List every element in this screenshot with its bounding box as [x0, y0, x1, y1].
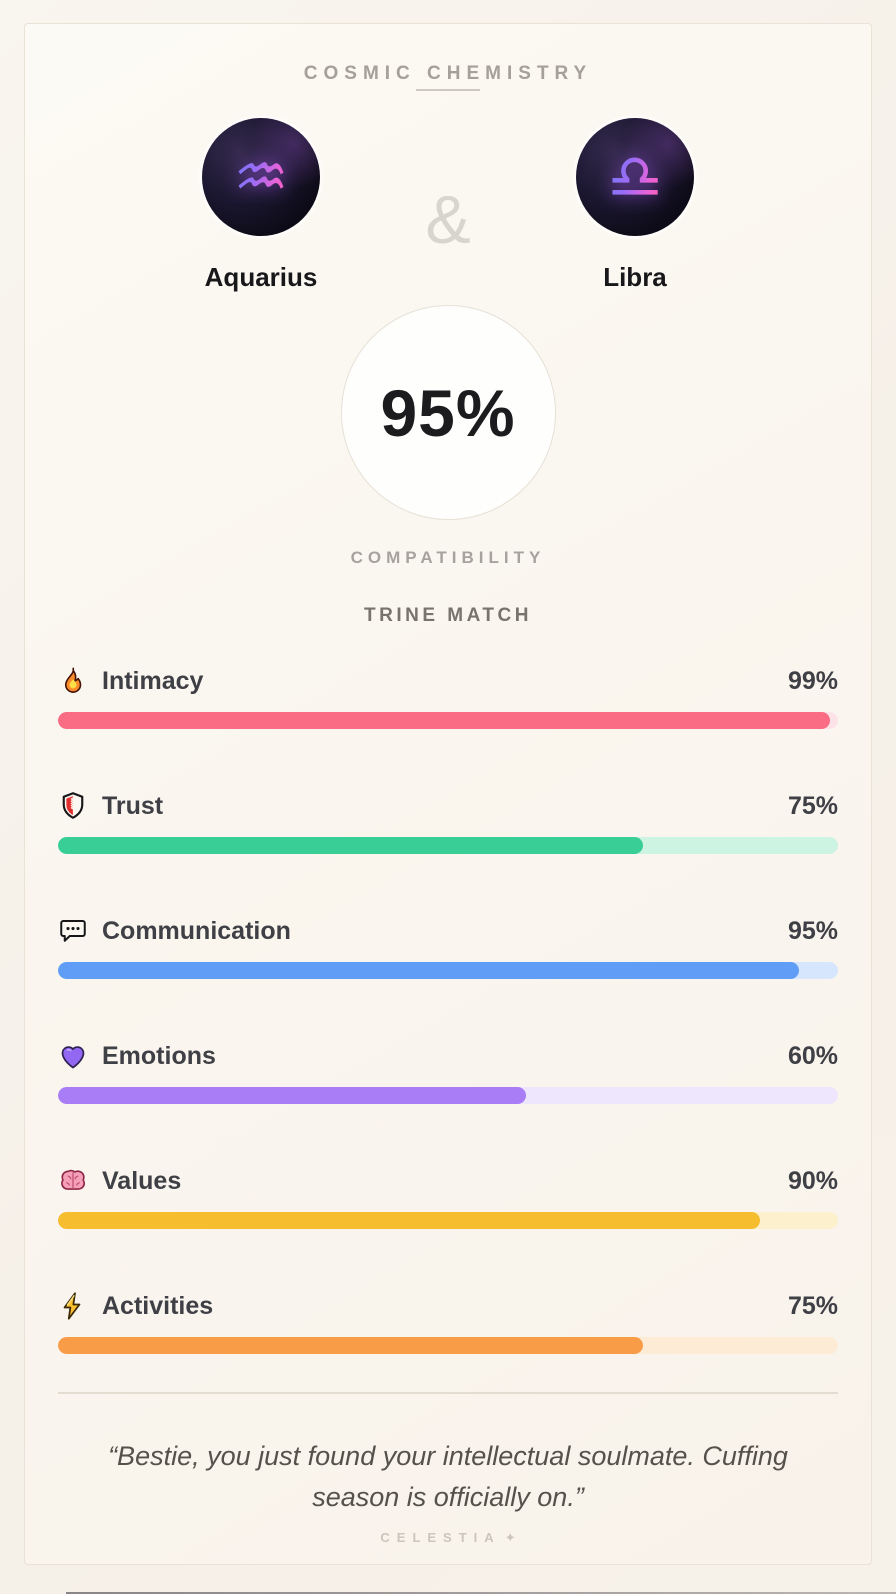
stat-row: Emotions 60%	[58, 1039, 838, 1104]
sparkle-icon: ✦	[504, 1531, 516, 1546]
stat-percentage: 75%	[787, 791, 838, 820]
stat-row: Intimacy 99%	[58, 664, 838, 729]
aquarius-icon: ♒	[233, 140, 289, 213]
sign-left-name: Aquarius	[204, 262, 318, 292]
shield-icon	[58, 791, 88, 821]
stat-bar-fill	[58, 1087, 526, 1104]
stat-label: Values	[102, 1166, 182, 1195]
stat-bar-track	[58, 1337, 838, 1354]
stat-bar-track	[58, 1212, 838, 1229]
signs-row: ♒ Aquarius & ♎ Libra	[25, 118, 871, 292]
stat-row: Activities 75%	[58, 1289, 838, 1354]
stat-bar-fill	[58, 962, 799, 979]
sign-right-name: Libra	[603, 262, 667, 292]
aquarius-sign-image: ♒	[202, 118, 320, 236]
stat-row: Values 90%	[58, 1164, 838, 1229]
libra-icon: ♎	[607, 140, 663, 213]
purple-heart-icon	[58, 1041, 88, 1071]
stat-label: Communication	[102, 916, 291, 945]
brand-name: CELESTIA	[380, 1530, 501, 1545]
sign-left: ♒ Aquarius	[142, 118, 380, 292]
stats-list: Intimacy 99% Trust 75% Communication 95%	[25, 664, 871, 1354]
stat-percentage: 95%	[787, 916, 838, 945]
divider	[58, 1392, 838, 1394]
stat-percentage: 99%	[787, 666, 838, 695]
stat-label: Intimacy	[102, 666, 204, 695]
stat-label: Emotions	[102, 1041, 216, 1070]
match-type-label: TRINE MATCH	[364, 605, 532, 626]
stat-bar-fill	[58, 837, 643, 854]
score-caption: COMPATIBILITY	[350, 548, 546, 567]
brand-footer: CELESTIA ✦	[25, 1530, 871, 1546]
stat-label: Activities	[102, 1291, 214, 1320]
stat-bar-fill	[58, 1337, 643, 1354]
score-circle: 95%	[340, 305, 556, 520]
compatibility-card: COSMIC CHEMISTRY ♒ Aquarius & ♎ Libra 95…	[24, 23, 872, 1565]
stat-bar-fill	[58, 712, 831, 729]
stat-percentage: 90%	[787, 1166, 838, 1195]
stat-bar-track	[58, 837, 838, 854]
ampersand-separator: &	[425, 182, 471, 258]
stat-bar-track	[58, 712, 838, 729]
card-title: COSMIC CHEMISTRY	[303, 63, 593, 84]
stat-row: Trust 75%	[58, 789, 838, 854]
libra-sign-image: ♎	[576, 118, 694, 236]
stat-bar-fill	[58, 1212, 760, 1229]
quote-text: “Bestie, you just found your intellectua…	[108, 1441, 788, 1512]
stat-percentage: 60%	[787, 1041, 838, 1070]
speech-bubble-icon	[58, 916, 88, 946]
title-underline	[416, 89, 480, 91]
stat-row: Communication 95%	[58, 914, 838, 979]
stat-percentage: 75%	[787, 1291, 838, 1320]
bottom-edge-strip	[66, 1592, 896, 1594]
stat-bar-track	[58, 962, 838, 979]
score-value: 95%	[380, 375, 516, 450]
sign-right: ♎ Libra	[516, 118, 754, 292]
stat-label: Trust	[102, 791, 164, 820]
lightning-icon	[58, 1291, 88, 1321]
stat-bar-track	[58, 1087, 838, 1104]
fire-icon	[58, 666, 88, 696]
brain-icon	[58, 1166, 88, 1196]
